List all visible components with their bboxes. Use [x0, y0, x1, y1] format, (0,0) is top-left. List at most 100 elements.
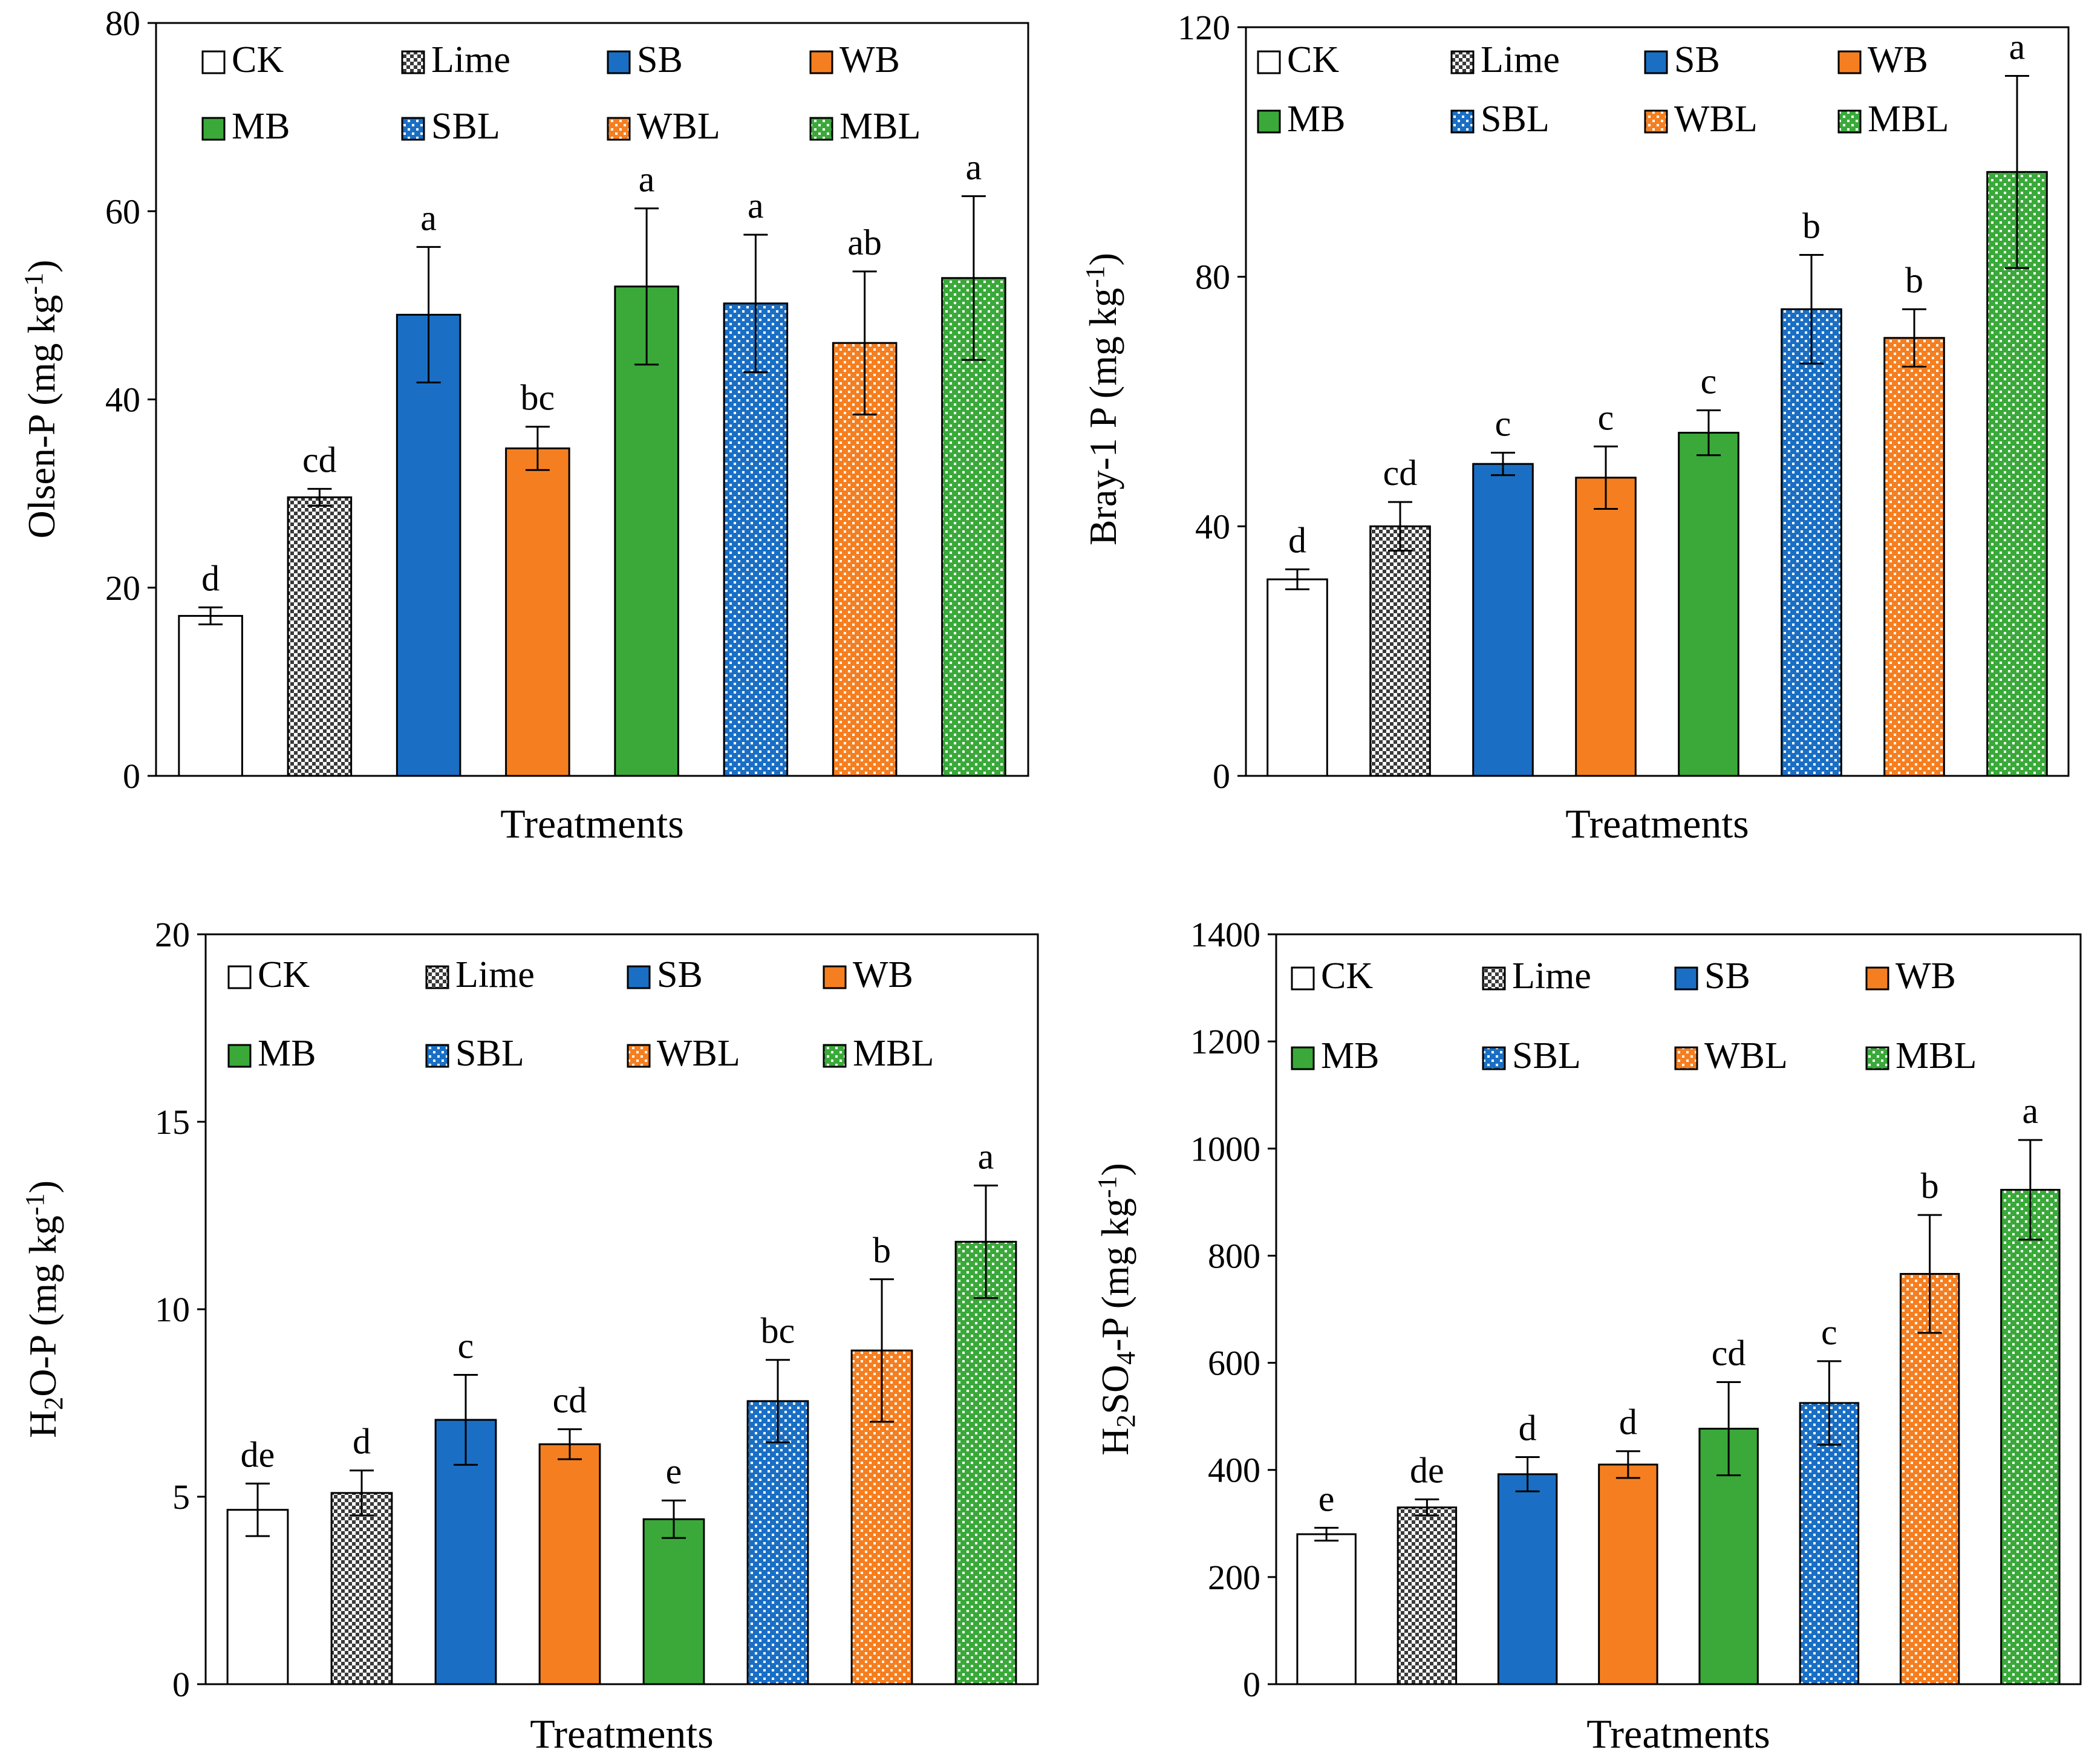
- legend-swatch-mbl: [1837, 109, 1862, 134]
- significance-letter: de: [1410, 1450, 1444, 1490]
- significance-letter: b: [1905, 260, 1923, 300]
- significance-letter: a: [2023, 1091, 2039, 1131]
- legend-label-lime: Lime: [1481, 39, 1560, 80]
- legend-label-wbl: WBL: [1674, 99, 1758, 140]
- bar-sbl: [746, 1400, 809, 1685]
- legend-label-mbl: MBL: [1868, 99, 1949, 140]
- y-tick-label: 40: [105, 380, 140, 420]
- legend-swatch-sbl: [425, 1044, 449, 1068]
- significance-letter: a: [639, 160, 655, 200]
- significance-letter: c: [1701, 361, 1717, 401]
- legend-label-wb: WB: [853, 954, 913, 995]
- significance-letter: d: [353, 1422, 371, 1462]
- legend-label-mb: MB: [232, 106, 290, 147]
- significance-letter: a: [966, 147, 982, 187]
- legend-swatch-wbl: [1674, 1046, 1698, 1070]
- legend-label-mb: MB: [1287, 99, 1345, 140]
- legend-label-sbl: SBL: [431, 106, 500, 147]
- legend-label-ck: CK: [1287, 39, 1339, 80]
- significance-letter: cd: [553, 1380, 587, 1420]
- bar-sbl: [1781, 308, 1842, 777]
- significance-letter: e: [1319, 1479, 1335, 1518]
- legend-swatch-ck: [201, 50, 226, 74]
- significance-letter: cd: [1383, 453, 1418, 493]
- significance-letter: a: [2009, 27, 2026, 67]
- bar-ck: [1266, 578, 1328, 777]
- bar-ck: [1296, 1533, 1357, 1685]
- legend-swatch-sb: [607, 50, 631, 74]
- y-tick-label: 600: [1208, 1344, 1260, 1383]
- legend-swatch-ck: [1257, 50, 1281, 74]
- legend-swatch-sbl: [1482, 1046, 1506, 1070]
- y-tick-label: 1200: [1190, 1022, 1260, 1061]
- y-axis-label: Bray-1 P (mg kg-1): [1080, 253, 1124, 545]
- significance-letter: bc: [521, 378, 555, 418]
- legend-swatch-sbl: [401, 117, 425, 141]
- y-tick-label: 400: [1208, 1451, 1260, 1490]
- legend-swatch-wb: [1865, 966, 1889, 991]
- y-tick-label: 0: [172, 1665, 190, 1704]
- legend-swatch-lime: [1450, 50, 1475, 74]
- legend-label-sb: SB: [637, 39, 683, 80]
- bar-sbl: [723, 302, 789, 777]
- legend-swatch-lime: [1482, 966, 1506, 991]
- legend-label-wb: WB: [839, 39, 900, 80]
- bar-ck: [178, 614, 243, 777]
- plot-frame: [1245, 26, 2070, 777]
- significance-letter: e: [666, 1451, 682, 1491]
- x-axis-title: Treatments: [1565, 801, 1749, 847]
- legend-label-mbl: MBL: [839, 106, 921, 147]
- legend-swatch-lime: [425, 965, 449, 989]
- legend-label-mb: MB: [258, 1033, 316, 1074]
- legend-label-sbl: SBL: [1512, 1035, 1581, 1076]
- y-tick-label: 1400: [1190, 915, 1260, 954]
- significance-letter: d: [1619, 1402, 1637, 1442]
- y-axis-label: H2O-P (mg kg-1): [20, 1180, 68, 1438]
- legend-label-ck: CK: [232, 39, 284, 80]
- significance-letter: c: [1598, 397, 1614, 437]
- x-axis-title: Treatments: [1586, 1711, 1770, 1757]
- x-axis-title: Treatments: [530, 1711, 713, 1757]
- y-axis-label: Olsen-P (mg kg-1): [19, 260, 63, 539]
- y-tick-label: 15: [155, 1102, 190, 1142]
- chart-bray: 0 40 80 120 Bray-1 P (mg kg-1) Treatments d cd c…: [1080, 8, 2070, 847]
- chart-h2so4: 0 200 400 600 800 1000 1200 1400 H2SO4-P (mg kg-…: [1092, 915, 2082, 1757]
- bar-mb: [1698, 1428, 1759, 1685]
- legend-swatch-mb: [201, 117, 226, 141]
- y-tick-label: 40: [1195, 507, 1230, 546]
- bar-mbl: [2000, 1188, 2061, 1685]
- legend-swatch-mb: [1257, 109, 1281, 134]
- legend-label-sb: SB: [1674, 39, 1720, 80]
- legend-swatch-mbl: [809, 117, 833, 141]
- y-tick-label: 1000: [1190, 1129, 1260, 1168]
- significance-letter: de: [241, 1434, 275, 1474]
- legend-swatch-sb: [1644, 50, 1668, 74]
- significance-letter: b: [873, 1230, 891, 1270]
- legend-swatch-mbl: [823, 1044, 847, 1068]
- legend-label-wbl: WBL: [657, 1033, 740, 1074]
- significance-letter: c: [458, 1326, 474, 1366]
- y-tick-label: 20: [105, 568, 140, 608]
- significance-letter: cd: [302, 440, 337, 480]
- legend-swatch-wb: [809, 50, 833, 74]
- y-tick-label: 200: [1208, 1558, 1260, 1597]
- bar-sb: [1497, 1473, 1558, 1685]
- legend-swatch-mb: [227, 1044, 252, 1068]
- legend-swatch-mb: [1291, 1046, 1315, 1070]
- legend-swatch-wbl: [607, 117, 631, 141]
- bar-mb: [614, 285, 679, 777]
- bar-mbl: [941, 277, 1006, 777]
- legend-label-mbl: MBL: [1896, 1035, 1977, 1076]
- legend-label-lime: Lime: [431, 39, 510, 80]
- legend-label-wb: WB: [1896, 955, 1956, 997]
- significance-letter: ab: [847, 223, 882, 262]
- y-tick-label: 5: [172, 1477, 190, 1517]
- legend-swatch-sb: [627, 965, 651, 989]
- legend-label-ck: CK: [1321, 955, 1373, 997]
- y-tick-label: 120: [1178, 8, 1230, 47]
- bar-wb: [505, 447, 570, 777]
- significance-letter: d: [1288, 521, 1306, 561]
- legend-swatch-wbl: [1644, 109, 1668, 134]
- legend-label-lime: Lime: [455, 954, 535, 995]
- plot-frame: [1275, 933, 2082, 1685]
